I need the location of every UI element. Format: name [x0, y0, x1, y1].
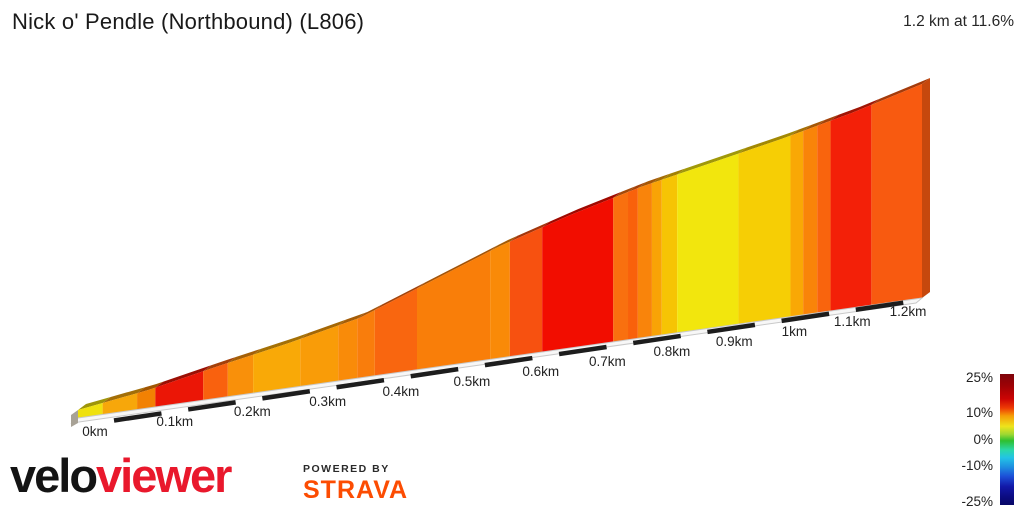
segment-top-face [78, 397, 111, 410]
gradient-segment[interactable] [78, 403, 103, 418]
segment-top-face [155, 365, 212, 388]
segment-end-face [922, 78, 930, 298]
legend-label: -25% [961, 493, 993, 509]
gradient-segment[interactable] [817, 120, 831, 313]
gradient-segment[interactable] [509, 227, 543, 357]
legend-label: 25% [965, 369, 993, 385]
gradient-segment[interactable] [613, 192, 629, 342]
gradient-segment[interactable] [338, 318, 358, 381]
gradient-segment[interactable] [374, 288, 418, 376]
segment-top-face [357, 304, 383, 319]
gradient-segment[interactable] [637, 183, 652, 339]
segment-top-face [830, 98, 880, 121]
strava-logo[interactable]: STRAVA [303, 476, 409, 504]
segment-top-face [613, 186, 637, 198]
gradient-segment[interactable] [661, 174, 678, 335]
segment-top-face [338, 312, 366, 326]
legend-label: -10% [961, 458, 993, 474]
x-tick-label: 0.7km [589, 354, 626, 369]
gradient-segment[interactable] [628, 188, 638, 340]
x-tick-label: 0.5km [454, 374, 491, 389]
gradient-segment[interactable] [227, 354, 254, 397]
segment-top-face [803, 119, 826, 131]
x-tick-label: 0.3km [309, 394, 346, 409]
gradient-segment[interactable] [155, 371, 204, 407]
segment-top-face [227, 348, 262, 364]
segment-top-face [542, 191, 622, 228]
gradient-segment[interactable] [417, 251, 491, 370]
segment-top-face [677, 147, 747, 175]
segment-top-face [417, 245, 499, 289]
x-tick-label: 0km [82, 424, 108, 439]
gradient-segment[interactable] [203, 363, 228, 401]
gradient-segment[interactable] [651, 179, 662, 337]
x-tick-label: 1.1km [834, 314, 871, 329]
climb-summary: 1.2 km at 11.6% [903, 13, 1014, 30]
segment-top-face [790, 124, 812, 136]
segment-top-face [738, 129, 799, 154]
segment-top-face [637, 177, 660, 189]
veloviewer-logo-velo: velo [10, 449, 98, 502]
gradient-segment[interactable] [490, 241, 510, 360]
gradient-legend-bar [1000, 374, 1014, 505]
segment-top-face [253, 333, 309, 355]
veloviewer-logo[interactable]: veloviewer [10, 449, 232, 502]
gradient-segment[interactable] [357, 310, 375, 379]
x-tick-label: 0.2km [234, 404, 271, 419]
x-tick-label: 0.9km [716, 334, 753, 349]
segment-top-face [871, 78, 930, 105]
page-title: Nick o' Pendle (Northbound) (L806) [12, 9, 365, 34]
gradient-segment[interactable] [137, 387, 156, 410]
gradient-segment[interactable] [830, 104, 872, 311]
segment-start-face [71, 410, 78, 427]
gradient-segment[interactable] [871, 84, 922, 306]
gradient-segment[interactable] [738, 135, 791, 325]
gradient-segment[interactable] [803, 125, 818, 315]
segment-top-face [300, 319, 347, 339]
gradient-segment[interactable] [253, 339, 301, 394]
gradient-segment[interactable] [542, 197, 614, 352]
powered-by-label: POWERED BY [303, 463, 390, 475]
gradient-segment[interactable] [102, 393, 138, 415]
x-tick-label: 1.2km [890, 304, 927, 319]
gradient-legend: 25% 10% 0% -10% -25% [935, 368, 1015, 512]
x-tick-label: 0.4km [383, 384, 420, 399]
legend-label: 10% [965, 404, 993, 420]
x-tick-label: 1km [782, 324, 808, 339]
axis-tick-dashes [113, 298, 919, 423]
legend-label: 0% [973, 431, 993, 447]
segment-top-face [817, 114, 839, 126]
x-tick-label: 0.6km [522, 364, 559, 379]
strava-attribution: POWERED BY STRAVA [303, 463, 408, 505]
gradient-segment[interactable] [300, 325, 339, 387]
segment-top-face [374, 282, 426, 311]
segment-top-face [137, 381, 164, 394]
segment-top-face [203, 357, 236, 372]
segment-top-face [509, 221, 551, 242]
x-tick-label: 0.1km [156, 414, 193, 429]
segment-top-face [490, 235, 518, 252]
veloviewer-logo-viewer: viewer [96, 449, 232, 502]
segment-top-face [661, 168, 686, 180]
gradient-segment[interactable] [677, 153, 739, 333]
segment-top-face [651, 173, 670, 184]
segment-top-face [628, 182, 646, 193]
gradient-segment[interactable] [790, 130, 804, 317]
segment-top-face [102, 387, 146, 403]
x-tick-label: 0.8km [654, 344, 691, 359]
